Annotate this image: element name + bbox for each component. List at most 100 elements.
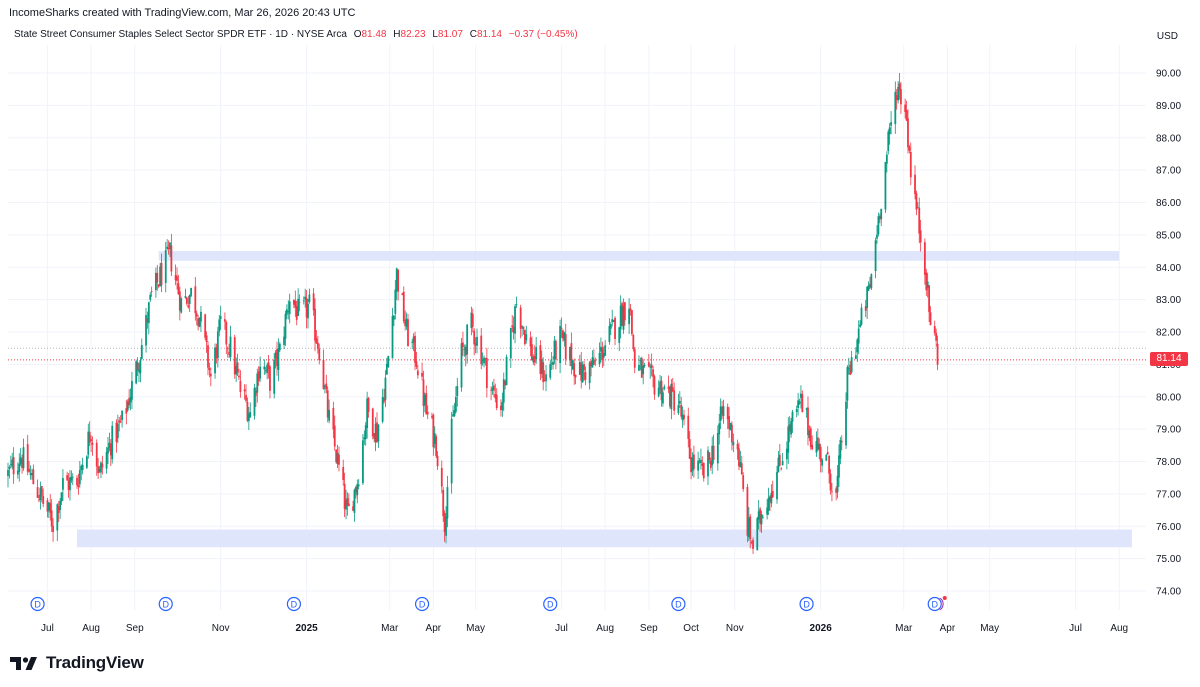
candle <box>490 386 492 401</box>
candle-body <box>404 320 407 326</box>
candle-body <box>159 266 162 287</box>
candle <box>539 340 542 381</box>
candle <box>888 123 891 145</box>
candle <box>238 368 240 381</box>
candle-body <box>56 504 59 531</box>
candle <box>801 390 804 413</box>
price-tick-label: 89.00 <box>1156 101 1181 112</box>
candle <box>421 362 423 381</box>
candle <box>811 435 814 451</box>
candle-body <box>269 366 271 391</box>
candle <box>263 359 266 375</box>
candle <box>628 298 631 334</box>
candle <box>236 353 239 377</box>
price-tick-label: 87.00 <box>1156 166 1181 177</box>
dividend-marker[interactable]: D <box>799 596 814 612</box>
candle <box>860 303 863 326</box>
candle-body <box>76 477 78 486</box>
candle <box>187 295 190 309</box>
symbol-name[interactable]: State Street Consumer Staples Select Sec… <box>14 29 347 40</box>
candle-body <box>515 304 518 306</box>
candle-body <box>347 503 350 507</box>
candle <box>156 264 159 291</box>
candle-body <box>50 510 53 527</box>
candle-body <box>609 324 612 329</box>
candle-body <box>531 344 533 361</box>
candle-body <box>288 301 291 314</box>
candle <box>766 499 769 520</box>
dividend-marker[interactable]: D <box>286 596 302 612</box>
candle <box>874 237 877 279</box>
candle <box>254 387 257 407</box>
candle-body <box>266 364 269 373</box>
candle-body <box>549 364 552 378</box>
candle-body <box>742 475 745 490</box>
candle-body <box>322 359 325 390</box>
currency-label[interactable]: USD <box>1156 31 1178 42</box>
support-resistance-zone <box>158 251 1120 261</box>
candle <box>553 336 556 365</box>
candle-body <box>328 409 331 421</box>
dividend-marker[interactable]: D <box>414 596 430 612</box>
candle-body <box>125 408 128 414</box>
candle <box>919 219 922 252</box>
candle-body <box>178 291 181 311</box>
candle-body <box>69 477 71 491</box>
dividend-marker[interactable]: D <box>30 596 45 612</box>
candle-body <box>473 330 476 345</box>
candle-body <box>315 338 318 344</box>
candle <box>669 385 671 409</box>
candle-body <box>719 406 722 421</box>
candle <box>807 396 809 446</box>
candle <box>415 351 418 370</box>
candle <box>856 338 859 362</box>
candle <box>678 391 681 408</box>
candle <box>716 425 719 471</box>
dividend-marker[interactable]: D <box>671 596 686 612</box>
candle-body <box>728 416 731 429</box>
candle-body <box>539 345 542 375</box>
candle <box>266 362 269 380</box>
candle-body <box>797 400 800 408</box>
candle <box>864 299 867 318</box>
candle <box>88 421 91 447</box>
candle <box>895 89 898 110</box>
candle <box>729 422 732 431</box>
candle-body <box>623 302 626 321</box>
candle-body <box>781 460 784 466</box>
time-tick-label: Aug <box>82 623 100 634</box>
candle-body <box>673 390 676 411</box>
candle-body <box>643 364 646 367</box>
candle-body <box>383 398 385 402</box>
candle <box>381 388 384 424</box>
candle <box>126 399 129 412</box>
candle-body <box>287 310 290 312</box>
dividend-marker[interactable]: D <box>158 596 173 612</box>
price-tick-label: 85.00 <box>1156 230 1181 241</box>
candle-body <box>505 357 508 386</box>
candle-body <box>642 365 645 375</box>
dividend-marker[interactable]: D <box>543 596 558 612</box>
dividend-marker[interactable]: D <box>927 596 947 612</box>
candle <box>618 326 621 352</box>
price-tick-label: 77.00 <box>1156 489 1181 500</box>
candle <box>780 467 783 471</box>
candle-body <box>787 426 790 453</box>
candle <box>612 319 615 323</box>
candle <box>32 464 35 485</box>
candle <box>554 339 557 370</box>
candle-body <box>554 341 557 360</box>
candle <box>136 357 139 377</box>
candle-body <box>219 316 222 319</box>
candle <box>580 351 583 389</box>
candle-body <box>416 370 419 376</box>
candle <box>411 338 414 350</box>
candle <box>314 298 316 352</box>
candle <box>688 431 691 459</box>
candle-body <box>384 377 387 400</box>
candle <box>78 460 81 488</box>
candle <box>269 365 271 399</box>
candle-body <box>670 383 673 410</box>
price-lines-layer <box>8 347 1146 361</box>
